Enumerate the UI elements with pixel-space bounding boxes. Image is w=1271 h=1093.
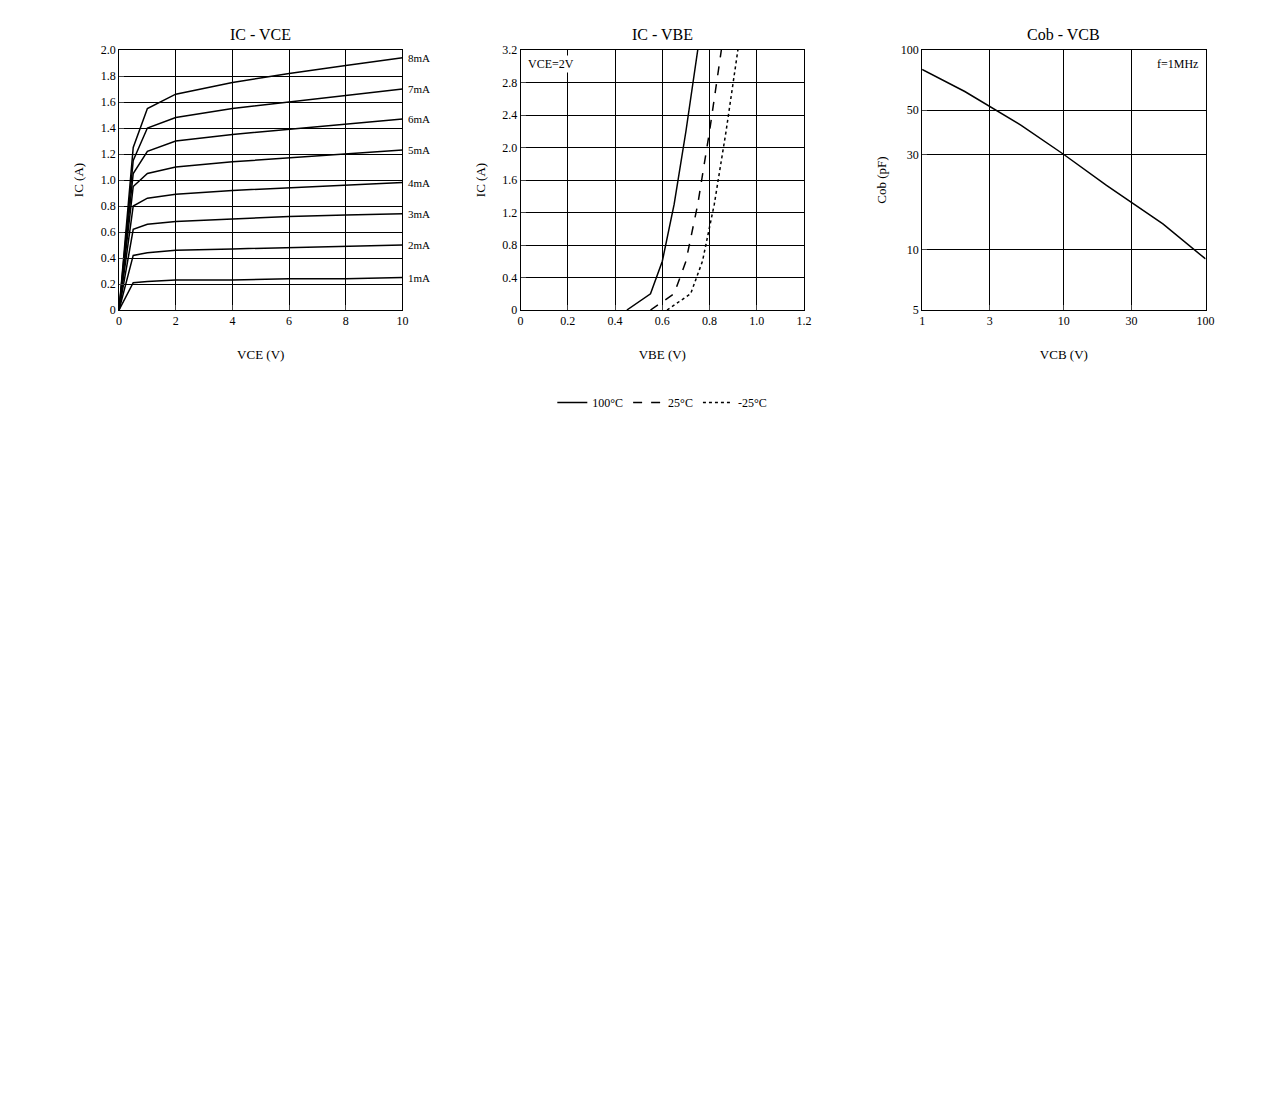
svg-text:25°C: 25°C	[668, 396, 693, 410]
svg-text:1.0: 1.0	[101, 173, 116, 187]
svg-text:1.2: 1.2	[797, 314, 812, 328]
svg-text:VBE (V): VBE (V)	[639, 347, 686, 362]
svg-text:0.6: 0.6	[655, 314, 670, 328]
svg-text:1mA: 1mA	[408, 272, 430, 284]
svg-text:3mA: 3mA	[408, 208, 430, 220]
svg-text:10: 10	[396, 314, 408, 328]
svg-text:4mA: 4mA	[408, 177, 430, 189]
svg-text:1.8: 1.8	[101, 69, 116, 83]
svg-text:30: 30	[907, 148, 919, 162]
svg-text:0: 0	[116, 314, 122, 328]
svg-text:7mA: 7mA	[408, 83, 430, 95]
svg-text:Cob - VCB: Cob - VCB	[1027, 26, 1100, 43]
svg-text:IC (A): IC (A)	[473, 163, 488, 197]
svg-text:2.0: 2.0	[101, 43, 116, 57]
svg-text:5: 5	[913, 303, 919, 317]
svg-text:6: 6	[286, 314, 292, 328]
svg-text:f=1MHz: f=1MHz	[1157, 57, 1198, 71]
svg-text:1.2: 1.2	[502, 206, 517, 220]
svg-text:IC - VBE: IC - VBE	[632, 26, 693, 43]
svg-text:100: 100	[1197, 314, 1215, 328]
svg-text:0.2: 0.2	[101, 277, 116, 291]
svg-text:0.8: 0.8	[101, 199, 116, 213]
svg-text:1.6: 1.6	[502, 173, 517, 187]
svg-text:4: 4	[229, 314, 235, 328]
svg-text:50: 50	[907, 103, 919, 117]
svg-text:8mA: 8mA	[408, 52, 430, 64]
svg-text:30: 30	[1125, 314, 1137, 328]
svg-text:IC (A): IC (A)	[71, 163, 86, 197]
svg-text:0.4: 0.4	[502, 271, 517, 285]
svg-text:100: 100	[901, 43, 919, 57]
svg-text:0.2: 0.2	[560, 314, 575, 328]
svg-text:0: 0	[511, 303, 517, 317]
svg-text:2mA: 2mA	[408, 239, 430, 251]
svg-text:0.6: 0.6	[101, 225, 116, 239]
svg-text:1.0: 1.0	[749, 314, 764, 328]
svg-text:0.8: 0.8	[702, 314, 717, 328]
svg-text:6mA: 6mA	[408, 113, 430, 125]
svg-text:Cob (pF): Cob (pF)	[874, 156, 889, 203]
svg-text:2.0: 2.0	[502, 141, 517, 155]
svg-text:VCB (V): VCB (V)	[1040, 347, 1088, 362]
svg-text:1: 1	[919, 314, 925, 328]
svg-text:0.4: 0.4	[608, 314, 623, 328]
svg-text:1.6: 1.6	[101, 95, 116, 109]
svg-text:10: 10	[907, 243, 919, 257]
svg-text:0: 0	[110, 303, 116, 317]
svg-text:3.2: 3.2	[502, 43, 517, 57]
svg-text:0.4: 0.4	[101, 251, 116, 265]
svg-text:2: 2	[173, 314, 179, 328]
svg-text:1.4: 1.4	[101, 121, 116, 135]
svg-text:-25°C: -25°C	[738, 396, 767, 410]
svg-text:VCE (V): VCE (V)	[237, 347, 284, 362]
svg-text:100°C: 100°C	[592, 396, 623, 410]
svg-text:1.2: 1.2	[101, 147, 116, 161]
svg-text:5mA: 5mA	[408, 144, 430, 156]
svg-text:VCE=2V: VCE=2V	[528, 57, 574, 71]
svg-text:2.8: 2.8	[502, 76, 517, 90]
svg-text:0: 0	[518, 314, 524, 328]
svg-text:10: 10	[1058, 314, 1070, 328]
svg-text:IC - VCE: IC - VCE	[230, 26, 291, 43]
svg-text:2.4: 2.4	[502, 108, 517, 122]
svg-text:8: 8	[343, 314, 349, 328]
svg-text:3: 3	[987, 314, 993, 328]
svg-text:0.8: 0.8	[502, 238, 517, 252]
